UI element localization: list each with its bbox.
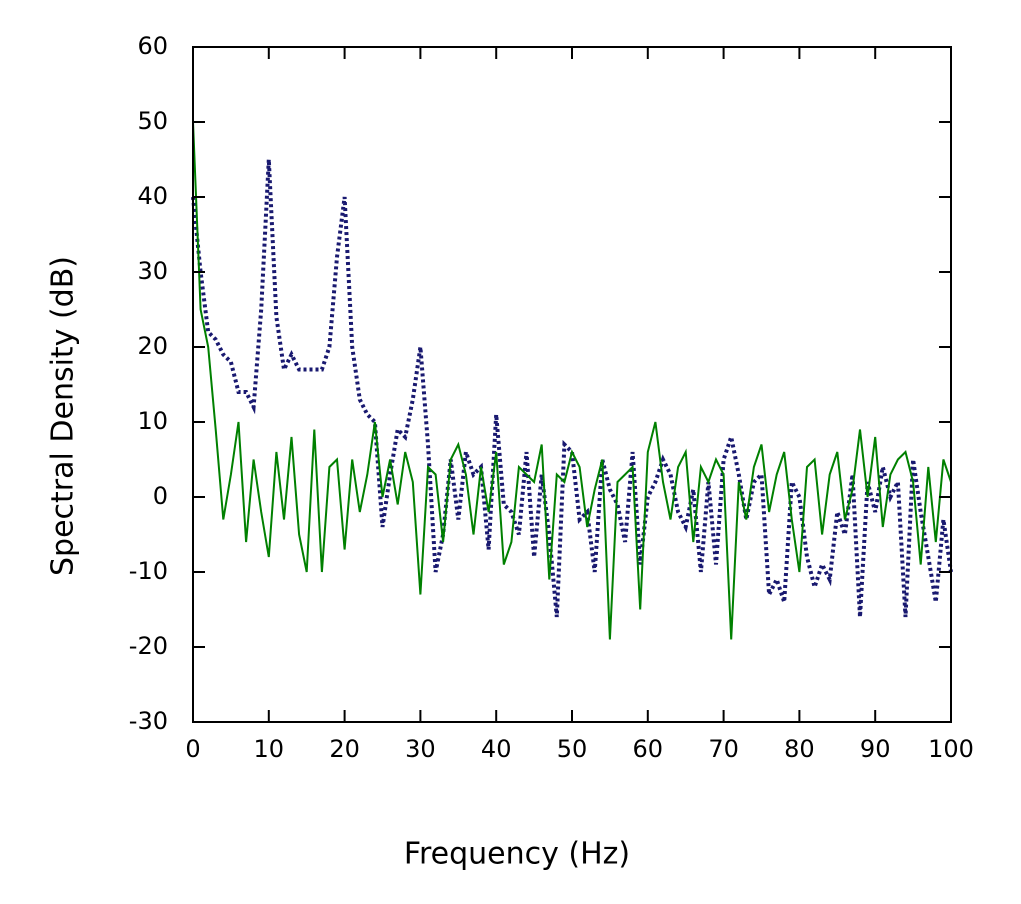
y-tick-label: 50 — [137, 107, 168, 135]
y-tick-label: -10 — [129, 557, 168, 585]
x-tick-label: 100 — [928, 735, 974, 763]
y-tick-label: 10 — [137, 407, 168, 435]
x-tick-label: 80 — [784, 735, 815, 763]
x-tick-label: 0 — [185, 735, 200, 763]
plot-frame — [192, 46, 952, 723]
y-tick-label: 20 — [137, 332, 168, 360]
x-tick-label: 70 — [708, 735, 739, 763]
x-tick-label: 50 — [557, 735, 588, 763]
x-tick-label: 10 — [254, 735, 285, 763]
y-tick-label: 0 — [153, 482, 168, 510]
y-tick-label: 30 — [137, 257, 168, 285]
x-tick-label: 30 — [405, 735, 436, 763]
y-tick-label: -30 — [129, 707, 168, 735]
x-tick-label: 60 — [633, 735, 664, 763]
y-tick-label: 60 — [137, 32, 168, 60]
y-tick-label: 40 — [137, 182, 168, 210]
x-axis-label: Frequency (Hz) — [404, 837, 630, 872]
y-tick-label: -20 — [129, 632, 168, 660]
x-tick-label: 20 — [329, 735, 360, 763]
x-tick-label: 40 — [481, 735, 512, 763]
x-tick-label: 90 — [860, 735, 891, 763]
y-axis-label: Spectral Density (dB) — [46, 256, 81, 576]
series-line — [192, 121, 952, 640]
series-line — [191, 159, 953, 618]
